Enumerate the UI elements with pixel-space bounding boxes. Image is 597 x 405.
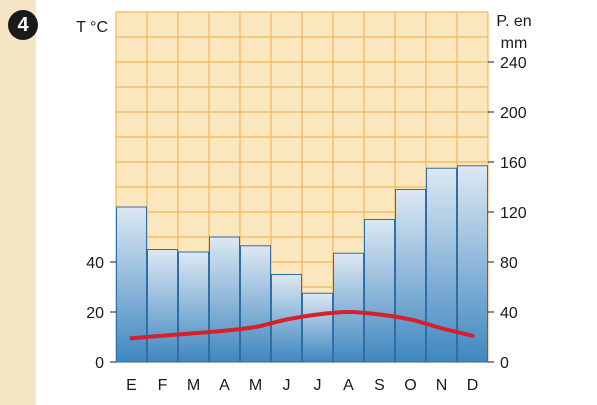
month-label: A	[219, 377, 230, 394]
figure-number-badge: 4	[8, 10, 38, 40]
month-label: S	[374, 377, 385, 394]
left-tick-label: 20	[86, 305, 104, 322]
month-label: F	[158, 377, 168, 394]
right-tick-label: 160	[500, 155, 527, 172]
month-label: J	[283, 377, 291, 394]
right-tick-label: 200	[500, 105, 527, 122]
precipitation-bar	[364, 219, 395, 363]
precipitation-bar	[333, 252, 364, 363]
precipitation-bar	[178, 251, 209, 363]
month-label: A	[343, 377, 354, 394]
precipitation-bar	[147, 249, 178, 363]
precipitation-bar	[240, 245, 271, 363]
right-tick-label: 40	[500, 305, 518, 322]
precipitation-bar	[209, 236, 240, 363]
right-axis-label-line1: P. en	[496, 13, 531, 30]
left-axis-label: T °C	[76, 19, 108, 36]
right-tick-label: 120	[500, 205, 527, 222]
month-label: E	[126, 377, 137, 394]
right-tick-label: 80	[500, 255, 518, 272]
right-axis-label-line2: mm	[501, 35, 528, 52]
right-tick-label: 240	[500, 55, 527, 72]
right-axis-ticks: 0 40 80 120 160 200 240	[488, 55, 527, 372]
month-label: M	[249, 377, 262, 394]
precipitation-bar	[302, 292, 333, 363]
left-tick-label: 0	[95, 355, 104, 372]
left-tick-label: 40	[86, 255, 104, 272]
month-label: M	[187, 377, 200, 394]
month-label: N	[436, 377, 448, 394]
precipitation-bar	[457, 165, 488, 363]
precipitation-bar	[395, 189, 426, 363]
precipitation-bar	[426, 167, 457, 363]
month-label: J	[314, 377, 322, 394]
month-label: D	[467, 377, 479, 394]
temperature-line	[129, 309, 475, 341]
left-axis-ticks: 0 20 40	[86, 255, 116, 372]
right-tick-label: 0	[500, 355, 509, 372]
month-label: O	[404, 377, 416, 394]
